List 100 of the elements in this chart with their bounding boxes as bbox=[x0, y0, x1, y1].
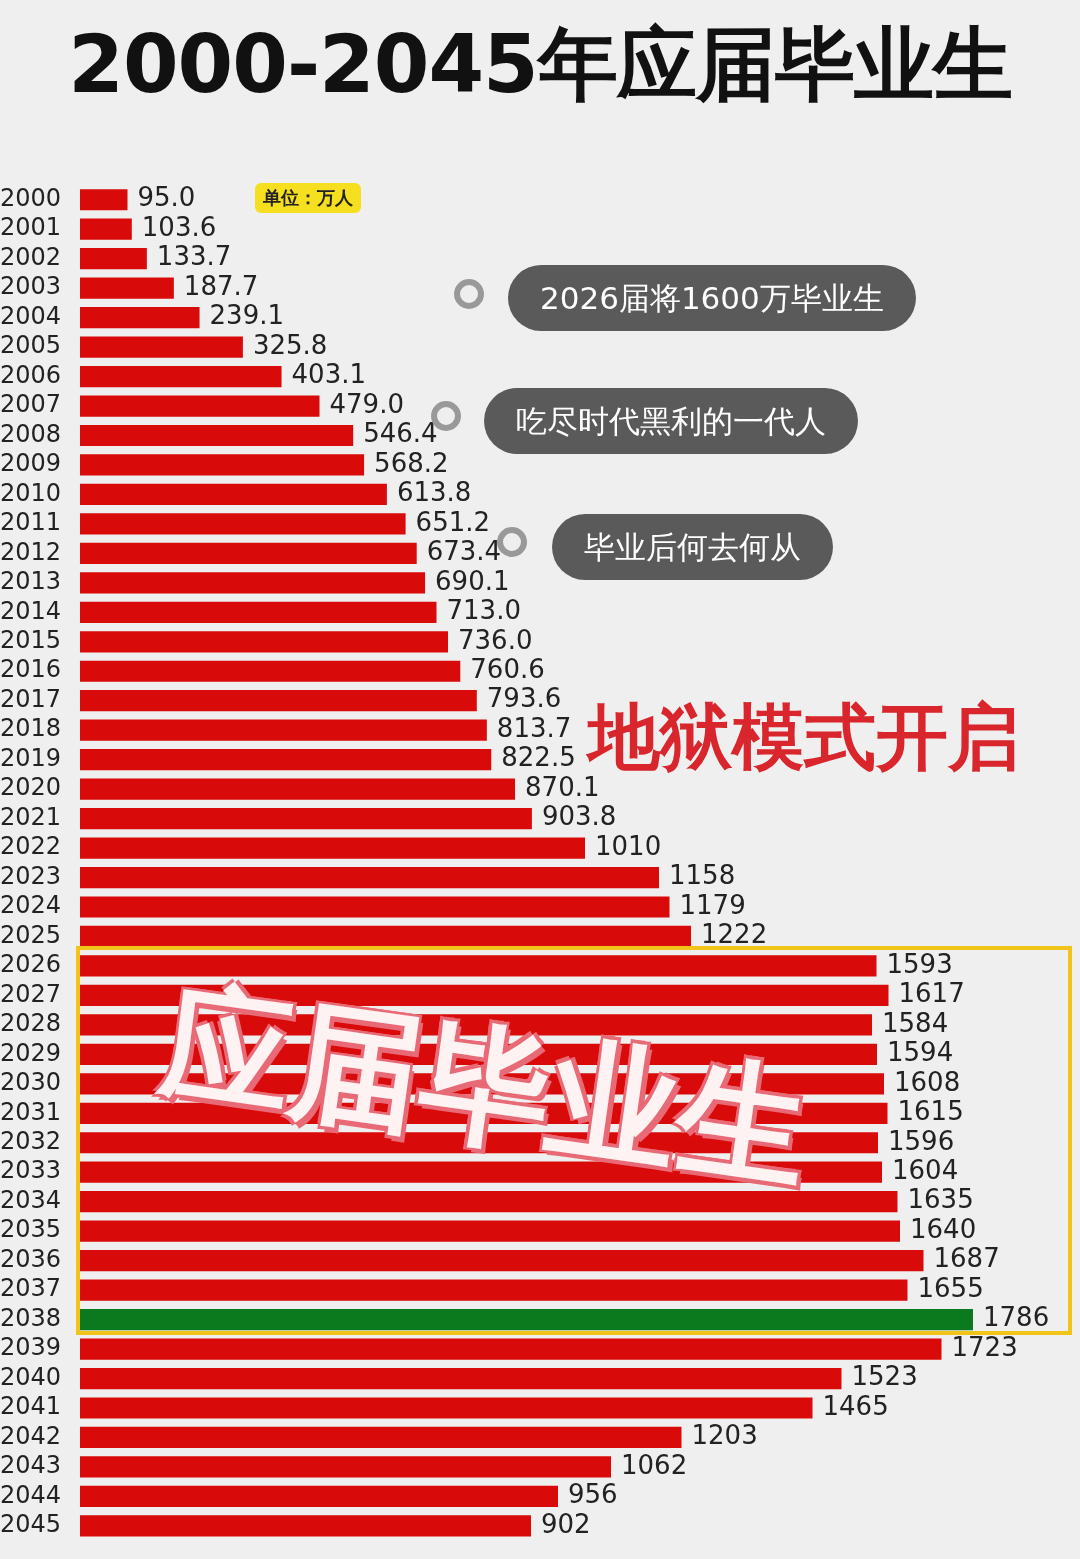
data-label: 479.0 bbox=[329, 388, 404, 419]
data-label: 690.1 bbox=[435, 565, 510, 596]
y-tick-label: 2003 bbox=[0, 272, 62, 301]
y-tick-label: 2015 bbox=[0, 626, 62, 655]
data-label: 1723 bbox=[951, 1331, 1018, 1362]
data-label: 1593 bbox=[886, 948, 953, 979]
bar bbox=[80, 424, 354, 447]
y-tick-label: 2012 bbox=[0, 537, 62, 566]
chart-title: 2000-2045年应届毕业生 bbox=[67, 17, 1013, 113]
y-tick-label: 2002 bbox=[0, 242, 62, 271]
y-tick-label: 2037 bbox=[0, 1274, 62, 1303]
y-tick-label: 2016 bbox=[0, 655, 62, 684]
data-label: 133.7 bbox=[156, 241, 232, 272]
bar bbox=[80, 189, 128, 211]
data-label: 568.2 bbox=[374, 447, 449, 478]
y-tick-label: 2005 bbox=[0, 331, 62, 360]
bar bbox=[80, 837, 585, 859]
bar bbox=[80, 719, 487, 741]
y-tick-label: 2045 bbox=[0, 1510, 62, 1539]
bar bbox=[80, 307, 200, 329]
y-tick-label: 2044 bbox=[0, 1480, 62, 1509]
bar bbox=[80, 513, 406, 535]
bar bbox=[80, 1485, 558, 1508]
y-tick-label: 2013 bbox=[0, 567, 62, 596]
data-label: 1523 bbox=[851, 1361, 918, 1392]
y-tick-label: 2017 bbox=[0, 684, 62, 713]
bar bbox=[80, 336, 243, 358]
y-tick-label: 2026 bbox=[0, 950, 62, 979]
bar bbox=[80, 1220, 900, 1242]
data-label: 902 bbox=[541, 1508, 591, 1539]
data-label: 651.2 bbox=[415, 506, 491, 537]
data-label: 822.5 bbox=[501, 742, 576, 773]
y-tick-label: 2042 bbox=[0, 1421, 62, 1450]
data-label: 903.8 bbox=[541, 801, 617, 832]
y-tick-label: 2024 bbox=[0, 891, 62, 920]
bar bbox=[80, 1250, 924, 1272]
y-tick-label: 2032 bbox=[0, 1127, 62, 1155]
bar bbox=[80, 1456, 611, 1478]
y-tick-label: 2035 bbox=[0, 1215, 62, 1244]
bar bbox=[80, 572, 426, 594]
annotation: 2026届将1600万毕业生 bbox=[508, 265, 916, 331]
data-label: 103.6 bbox=[141, 211, 217, 242]
bar bbox=[80, 395, 320, 417]
data-label: 1608 bbox=[894, 1066, 961, 1097]
annotation: 吃尽时代黑利的一代人 bbox=[484, 388, 858, 454]
y-tick-label: 2034 bbox=[0, 1185, 62, 1214]
data-label: 1584 bbox=[882, 1007, 949, 1038]
y-tick-label: 2041 bbox=[0, 1392, 62, 1421]
data-label: 813.7 bbox=[496, 712, 572, 743]
bar bbox=[80, 1308, 973, 1331]
bar bbox=[80, 925, 691, 948]
data-label: 1596 bbox=[888, 1125, 955, 1156]
bar bbox=[80, 749, 492, 771]
data-label: 403.1 bbox=[291, 359, 366, 390]
y-tick-label: 2022 bbox=[0, 832, 62, 861]
y-tick-label: 2033 bbox=[0, 1156, 62, 1185]
y-tick-label: 2020 bbox=[0, 773, 62, 802]
data-label: 187.7 bbox=[183, 270, 259, 301]
bar bbox=[80, 1279, 908, 1301]
y-tick-label: 2011 bbox=[0, 508, 62, 537]
y-tick-label: 2039 bbox=[0, 1333, 62, 1362]
y-tick-label: 2036 bbox=[0, 1244, 62, 1273]
y-tick-label: 2043 bbox=[0, 1451, 62, 1480]
data-label: 1010 bbox=[595, 830, 662, 861]
bar bbox=[80, 807, 532, 830]
y-tick-label: 2030 bbox=[0, 1068, 62, 1097]
bar bbox=[80, 896, 670, 918]
data-label: 1604 bbox=[892, 1154, 959, 1185]
y-tick-label: 2007 bbox=[0, 390, 62, 419]
bar bbox=[80, 1367, 842, 1390]
annotation: 单位：万人 bbox=[255, 183, 361, 213]
data-label: 673.4 bbox=[426, 536, 502, 567]
data-label: 713.0 bbox=[446, 595, 521, 626]
y-tick-label: 2018 bbox=[0, 714, 62, 743]
y-tick-label: 2019 bbox=[0, 743, 62, 772]
data-label: 1594 bbox=[887, 1037, 954, 1068]
y-tick-label: 2006 bbox=[0, 360, 62, 389]
annotation: 毕业后何去何从 bbox=[552, 514, 833, 580]
data-label: 1655 bbox=[917, 1272, 984, 1303]
data-label: 956 bbox=[568, 1479, 618, 1510]
data-label: 1687 bbox=[933, 1243, 1000, 1274]
data-label: 1179 bbox=[679, 889, 746, 920]
bar bbox=[80, 866, 659, 889]
bar bbox=[80, 248, 147, 270]
y-tick-label: 2025 bbox=[0, 920, 62, 949]
bar bbox=[80, 778, 516, 800]
y-tick-label: 2028 bbox=[0, 1009, 62, 1038]
bar bbox=[80, 1191, 898, 1213]
bar bbox=[80, 1338, 942, 1360]
data-label: 1465 bbox=[822, 1390, 889, 1421]
y-tick-label: 2014 bbox=[0, 596, 62, 625]
data-label: 613.8 bbox=[396, 477, 472, 508]
data-label: 1222 bbox=[701, 919, 768, 950]
data-label: 760.6 bbox=[470, 654, 545, 684]
y-tick-label: 2040 bbox=[0, 1362, 62, 1391]
bar bbox=[80, 955, 877, 977]
bar bbox=[80, 454, 365, 476]
data-label: 325.8 bbox=[252, 329, 328, 360]
bar bbox=[80, 1397, 813, 1419]
y-tick-label: 2010 bbox=[0, 478, 62, 507]
